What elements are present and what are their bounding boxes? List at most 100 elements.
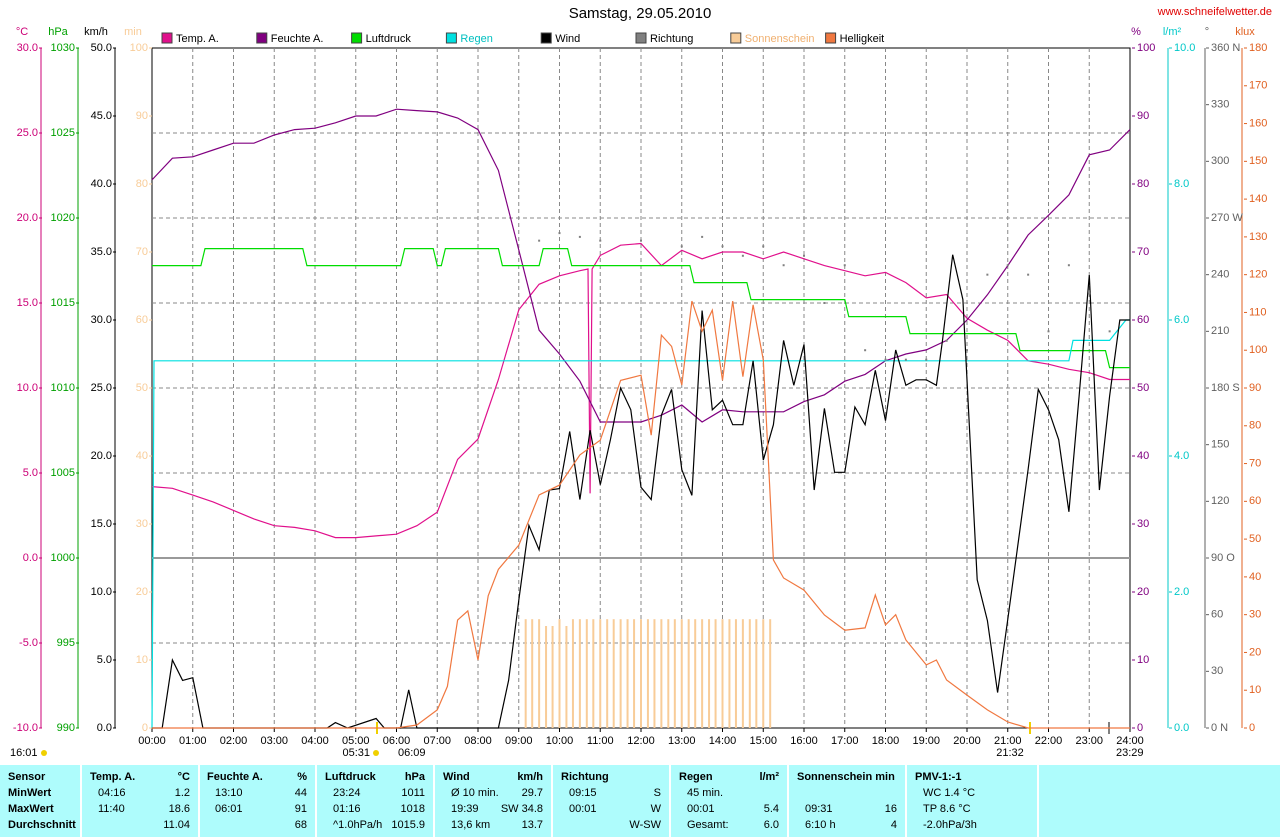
bar xyxy=(538,619,541,728)
y-tick-label: 10 xyxy=(1137,654,1149,666)
bar xyxy=(585,619,588,728)
table-column: Regen l/m² 45 min. 00:01 5.4 Gesamt: 6.0 xyxy=(673,765,789,837)
y-tick-label: -10.0 xyxy=(13,722,38,734)
direction-dot xyxy=(741,254,744,257)
y-tick-label: 20 xyxy=(1249,646,1261,658)
direction-dot xyxy=(721,245,724,248)
direction-dot xyxy=(680,245,683,248)
x-tick-label: 23:00 xyxy=(1075,735,1103,747)
chart-title: Samstag, 29.05.2010 xyxy=(569,5,712,22)
cell-right: 18.6 xyxy=(168,803,190,815)
cell-left: MinWert xyxy=(8,787,52,799)
column-unit: % xyxy=(297,771,307,783)
source[interactable]: www.schneifelwetter.de xyxy=(1157,6,1272,18)
axis-unit: min xyxy=(124,26,142,38)
y-tick-label: 1000 xyxy=(51,552,75,564)
axis-unit: hPa xyxy=(48,26,68,38)
x-tick-label: 03:00 xyxy=(260,735,288,747)
bar xyxy=(551,626,554,728)
series-line xyxy=(151,242,1130,539)
cell-right: 11.04 xyxy=(163,819,190,831)
cell-left: 06:01 xyxy=(215,803,243,815)
x-tick-label: 19:00 xyxy=(912,735,940,747)
y-tick-label: 20.0 xyxy=(17,212,38,224)
y-tick-label: 5.0 xyxy=(97,654,112,666)
y-tick-label: 10 xyxy=(1249,684,1261,696)
y-tick-label: 60 xyxy=(1249,495,1261,507)
column-title: Temp. A. xyxy=(90,771,136,783)
legend-label: Wind xyxy=(555,33,580,45)
y-tick-label: 0.0 xyxy=(1174,722,1189,734)
y-tick-label: 25.0 xyxy=(17,127,38,139)
direction-dot xyxy=(701,235,704,238)
y-tick-label: 1010 xyxy=(51,382,75,394)
cell-left: 11:40 xyxy=(98,803,125,815)
cell-left: TP 8.6 °C xyxy=(923,803,971,815)
cell-right: 91 xyxy=(294,803,307,815)
bar xyxy=(633,619,636,728)
y-tick-label: 50 xyxy=(1249,533,1261,545)
cell-left: Gesamt: xyxy=(687,819,729,831)
axis-unit: km/h xyxy=(84,26,108,38)
y-tick-label: 10.0 xyxy=(17,382,38,394)
x-tick-label: 17:00 xyxy=(831,735,859,747)
y-tick-label: 25.0 xyxy=(91,382,112,394)
bar xyxy=(545,626,548,728)
x-tick-label: 22:00 xyxy=(1035,735,1063,747)
bar xyxy=(667,619,670,728)
cell-left: 09:15 xyxy=(569,787,597,799)
series-line xyxy=(152,248,1130,369)
legend-label: Luftdruck xyxy=(366,33,412,45)
series-line xyxy=(151,108,1131,423)
cell-left: 09:31 xyxy=(805,803,833,815)
table-column: Wind km/h Ø 10 min. 29.7 19:39 SW 34.8 13,6 km… xyxy=(437,765,553,837)
y-tick-label: 60 xyxy=(136,314,148,326)
legend-label: Feuchte A. xyxy=(271,33,324,45)
y-tick-label: 995 xyxy=(57,637,75,649)
column-title: Luftdruck xyxy=(325,771,376,783)
series-line xyxy=(152,254,1130,729)
y-tick-label: 0 xyxy=(1137,722,1143,734)
cell-right: 44 xyxy=(294,787,307,799)
table-column: Luftdruck hPa 23:24 1011 01:16 1018 ^1.0hPa/h 1… xyxy=(319,765,435,837)
annotation: 21:32 xyxy=(996,747,1024,759)
y-tick-label: 10.0 xyxy=(1174,42,1195,54)
x-tick-label: 02:00 xyxy=(220,735,248,747)
cell-left: 00:01 xyxy=(569,803,597,815)
cell-left: -2.0hPa/3h xyxy=(923,819,977,831)
cell-right: W-SW xyxy=(629,819,661,831)
axis-unit: °C xyxy=(16,26,28,38)
y-tick-label: 1020 xyxy=(51,212,75,224)
table-column: PMV-1:-1 WC 1.4 °C TP 8.6 °C -2.0hPa/3h xyxy=(909,765,1039,837)
sun-icon xyxy=(41,750,47,756)
y-tick-label: 15.0 xyxy=(91,518,112,530)
column-unit: km/h xyxy=(517,771,543,783)
y-tick-label: 60 xyxy=(1211,609,1223,621)
y-tick-label: 20 xyxy=(1137,586,1149,598)
x-tick-label: 13:00 xyxy=(668,735,696,747)
y-tick-label: 15.0 xyxy=(17,297,38,309)
y-tick-label: 50.0 xyxy=(91,42,112,54)
bar xyxy=(701,619,704,728)
y-tick-label: 100 xyxy=(1249,344,1267,356)
y-tick-label: 10 xyxy=(136,654,148,666)
direction-dot xyxy=(640,239,642,242)
y-tick-label: 20 xyxy=(136,586,148,598)
x-tick-label: 18:00 xyxy=(872,735,900,747)
cell-left: 13,6 km xyxy=(451,819,491,831)
x-tick-label: 12:00 xyxy=(627,735,655,747)
bar xyxy=(660,619,663,728)
y-tick-label: 50 xyxy=(1137,382,1149,394)
direction-dot xyxy=(762,245,765,248)
y-tick-label: 80 xyxy=(136,178,148,190)
y-tick-label: 30 xyxy=(1249,609,1261,621)
cell-left: ^1.0hPa/h xyxy=(333,819,383,831)
cell-right: 29.7 xyxy=(521,787,543,799)
y-tick-label: 100 xyxy=(130,42,148,54)
y-tick-label: 90 xyxy=(136,110,148,122)
legend-label: Temp. A. xyxy=(176,33,219,45)
direction-dot xyxy=(1047,330,1050,333)
direction-dot xyxy=(599,239,602,242)
annotation: 23:29 xyxy=(1116,747,1144,759)
direction-dot xyxy=(578,235,581,238)
